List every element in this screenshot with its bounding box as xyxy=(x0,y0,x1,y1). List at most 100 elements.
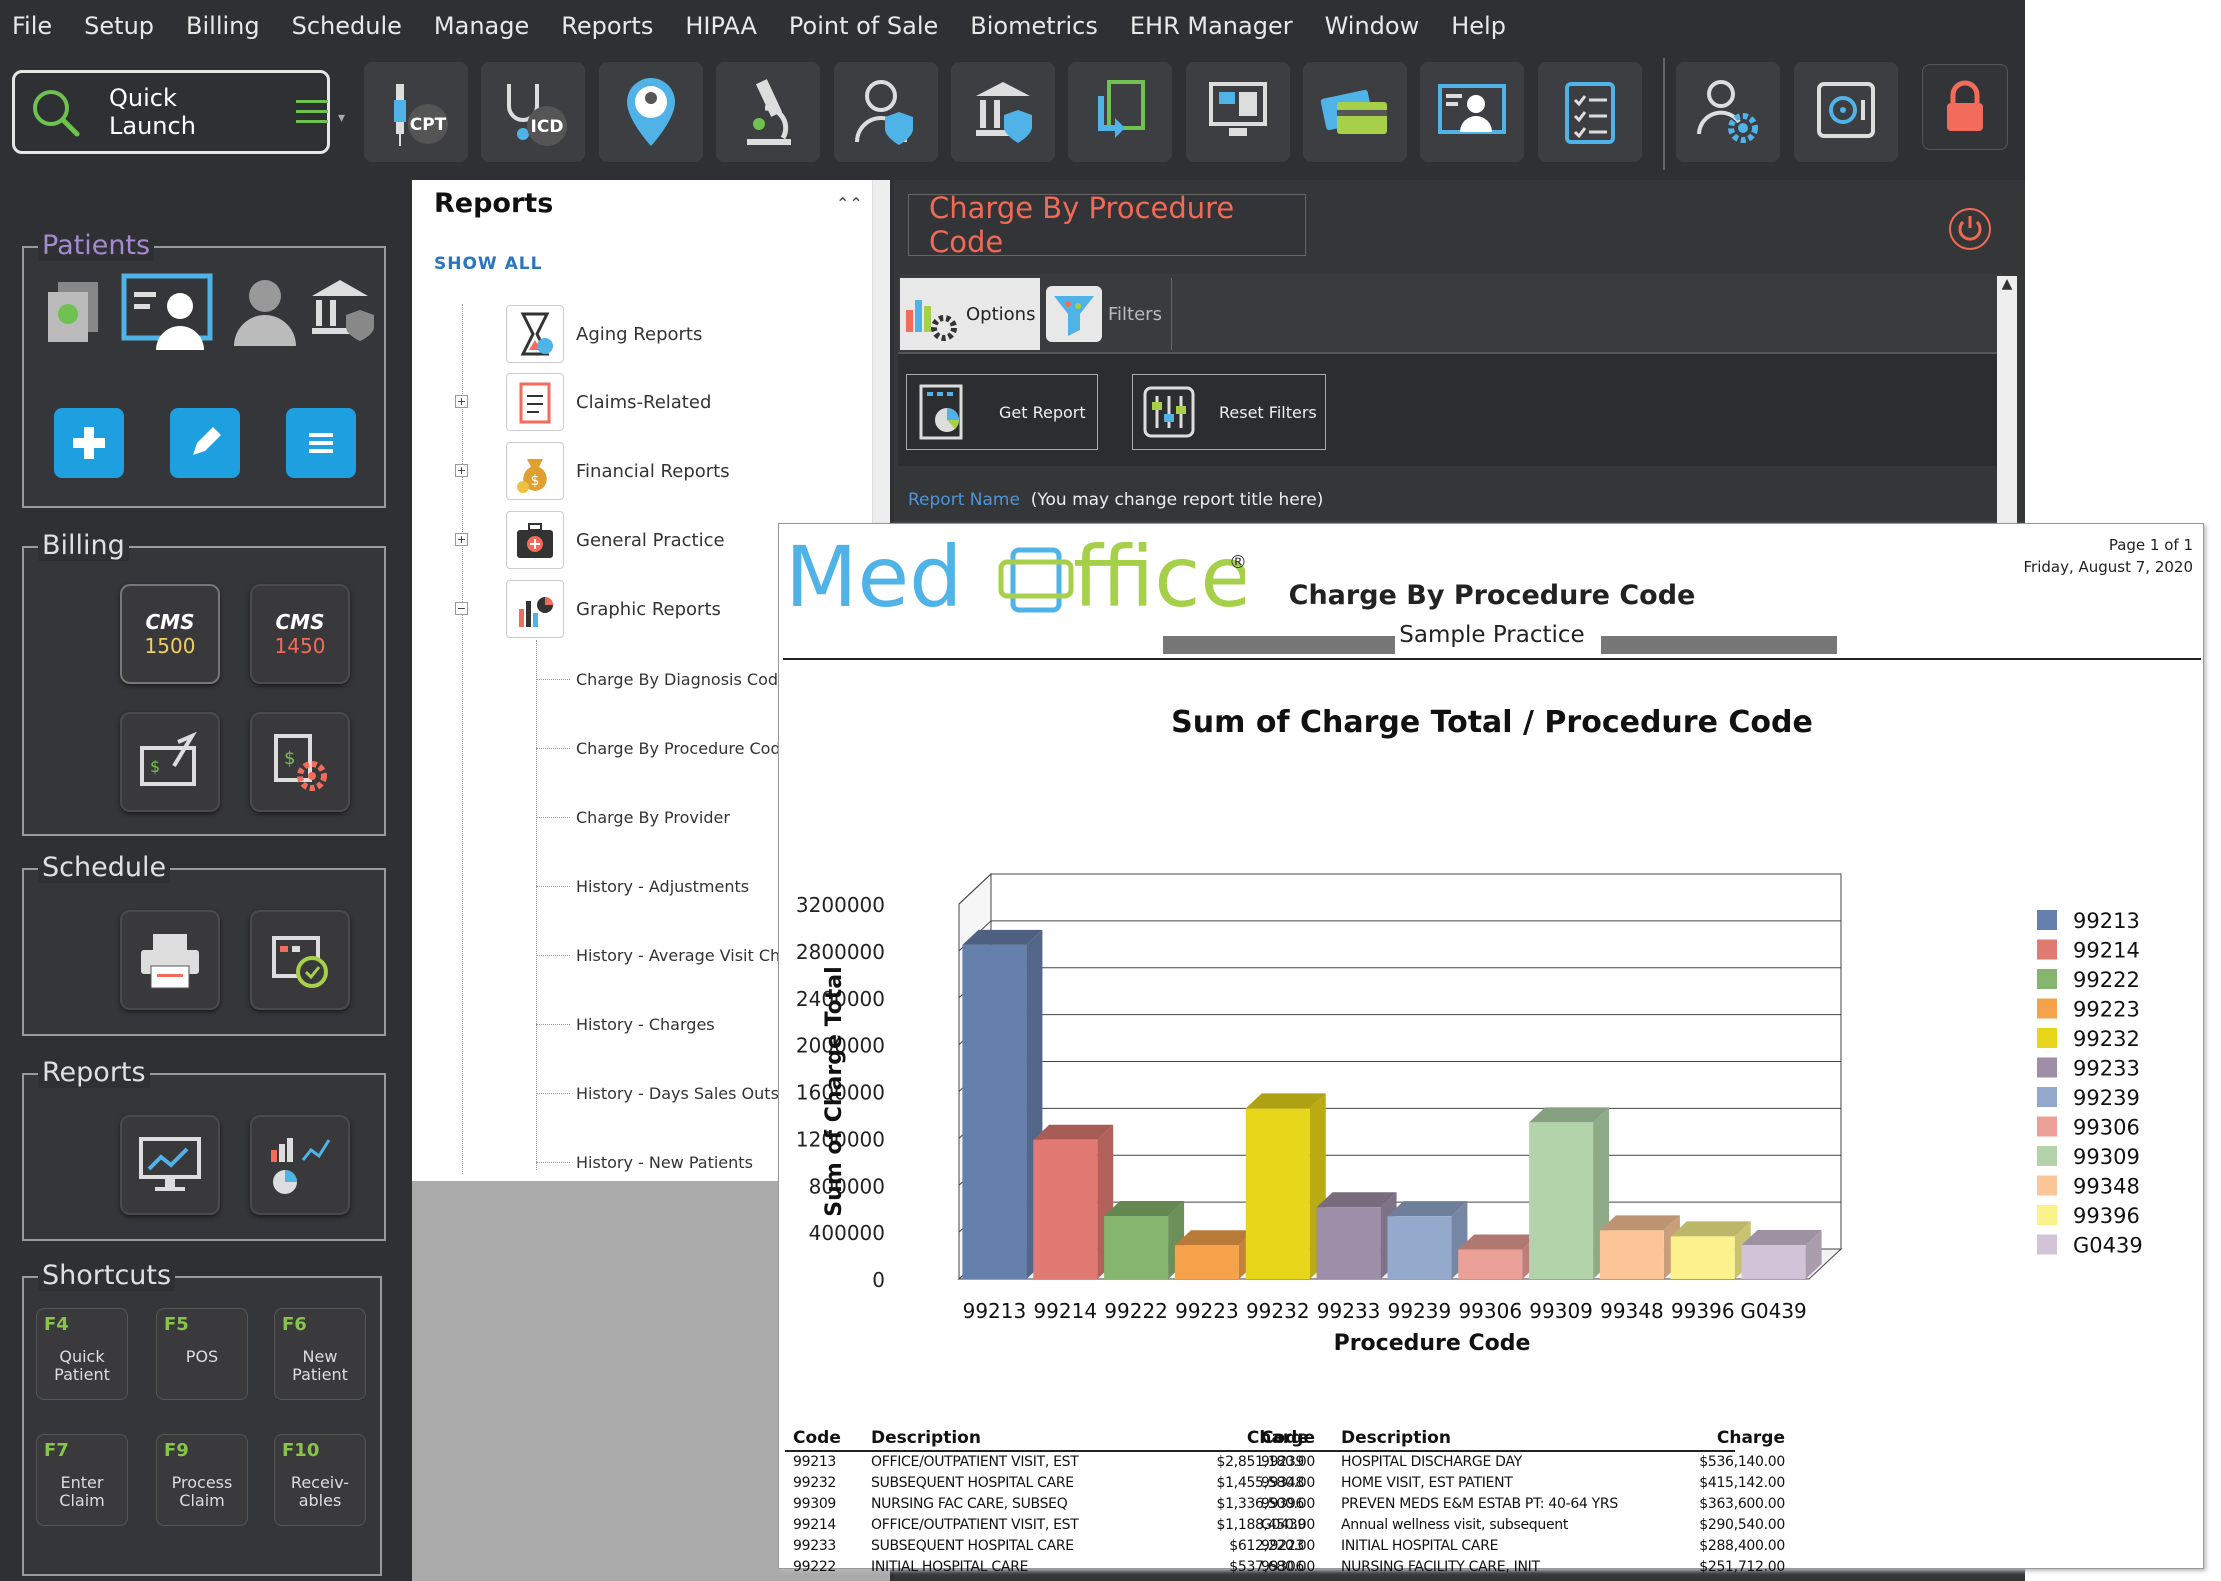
subtree-tick xyxy=(536,748,570,749)
tree-item-history-adjustments[interactable]: History - Adjustments xyxy=(576,877,750,896)
menu-window[interactable]: Window xyxy=(1324,12,1420,40)
collapse-graphic-reports[interactable]: − xyxy=(455,602,468,615)
patient-documents-icon[interactable] xyxy=(38,274,112,352)
menu-help[interactable]: Help xyxy=(1451,12,1506,40)
expand-claims-related[interactable]: + xyxy=(455,395,468,408)
cms-1500-button[interactable]: CMS 1500 xyxy=(120,584,220,684)
patient-billing-icon[interactable] xyxy=(306,270,380,348)
cpt-button[interactable]: CPT xyxy=(364,62,468,162)
tree-item-history-charges[interactable]: History - Charges xyxy=(576,1015,715,1034)
table-cell: $288,400.00 xyxy=(1699,1538,1785,1554)
show-all-link[interactable]: SHOW ALL xyxy=(434,254,543,274)
tree-item-general-practice[interactable]: General Practice xyxy=(506,510,886,570)
f6-new-patient-button[interactable]: F6 New Patient xyxy=(274,1308,366,1400)
menu-biometrics[interactable]: Biometrics xyxy=(970,12,1098,40)
toolbar-divider xyxy=(1663,58,1665,170)
patient-list-button[interactable] xyxy=(286,408,356,478)
reset-filters-button[interactable]: Reset Filters xyxy=(1132,374,1326,450)
tree-item-history-new-patients[interactable]: History - New Patients xyxy=(576,1153,753,1172)
menu-reports[interactable]: Reports xyxy=(561,12,654,40)
tree-item-charge-by-procedure[interactable]: Charge By Procedure Cod xyxy=(576,739,781,758)
patient-profile-icon[interactable] xyxy=(230,272,300,350)
y-tick-label: 1200000 xyxy=(796,1127,885,1151)
print-schedule-button[interactable] xyxy=(120,910,220,1010)
printer-icon xyxy=(141,934,199,989)
reports-monitor-button[interactable] xyxy=(120,1115,220,1215)
tree-connector xyxy=(462,304,463,1174)
checklist-button[interactable] xyxy=(1538,62,1642,162)
tab-filters[interactable]: Filters xyxy=(1044,278,1172,350)
f9-process-claim-button[interactable]: F9 Process Claim xyxy=(156,1434,248,1526)
edit-patient-button[interactable] xyxy=(170,408,240,478)
billing-settings-button[interactable]: $ xyxy=(250,712,350,812)
tree-item-financial-reports[interactable]: $ Financial Reports xyxy=(506,441,886,501)
tree-item-aging-reports[interactable]: Aging Reports xyxy=(506,304,886,364)
id-card-button[interactable] xyxy=(1420,62,1524,162)
aging-reports-label: Aging Reports xyxy=(576,323,703,345)
page-number: Page 1 of 1 xyxy=(2108,536,2193,554)
lab-button[interactable] xyxy=(716,62,820,162)
tree-item-history-average-visit[interactable]: History - Average Visit Ch xyxy=(576,946,781,965)
legend-label-99232: 99232 xyxy=(2073,1027,2140,1051)
menu-ehr-manager[interactable]: EHR Manager xyxy=(1129,12,1293,40)
menu-file[interactable]: File xyxy=(12,12,53,40)
appointment-calendar-button[interactable] xyxy=(250,910,350,1010)
f10-key-label: F10 xyxy=(282,1440,320,1461)
tab-filters-label: Filters xyxy=(1108,303,1162,325)
graphic-reports-button[interactable] xyxy=(250,1115,350,1215)
legend-swatch-99348 xyxy=(2037,1175,2057,1196)
user-settings-button[interactable] xyxy=(1676,62,1780,162)
f5-action-label: POS xyxy=(185,1347,219,1366)
user-security-button[interactable] xyxy=(834,62,938,162)
add-patient-button[interactable] xyxy=(54,408,124,478)
svg-text:Med: Med xyxy=(785,528,962,626)
shortcuts-group: Shortcuts F4 Quick Patient F5 POS F6 New Pa… xyxy=(22,1260,382,1576)
menu-schedule[interactable]: Schedule xyxy=(291,12,402,40)
location-pin-button[interactable] xyxy=(599,62,703,162)
menu-billing[interactable]: Billing xyxy=(186,12,260,40)
vault-safe-icon xyxy=(1817,82,1875,138)
payment-check-button[interactable]: $ xyxy=(120,712,220,812)
patient-card-icon[interactable] xyxy=(120,270,216,350)
expand-general-practice[interactable]: + xyxy=(455,533,468,546)
collapse-icon[interactable]: ⌃⌃ xyxy=(836,194,863,213)
table-header: Charge xyxy=(1716,1428,1785,1448)
tab-options-label: Options xyxy=(966,303,1036,325)
menu-setup[interactable]: Setup xyxy=(84,12,155,40)
tree-item-charge-by-provider[interactable]: Charge By Provider xyxy=(576,808,730,827)
power-icon[interactable] xyxy=(1949,208,1991,250)
tree-item-graphic-reports[interactable]: Graphic Reports xyxy=(506,579,886,639)
clipboard-claims-icon xyxy=(506,373,564,431)
menu-point-of-sale[interactable]: Point of Sale xyxy=(788,12,939,40)
f4-quick-patient-button[interactable]: F4 Quick Patient xyxy=(36,1308,128,1400)
expand-financial-reports[interactable]: + xyxy=(455,464,468,477)
menu-hipaa[interactable]: HIPAA xyxy=(685,12,757,40)
f10-receivables-button[interactable]: F10 Receiv-ables xyxy=(274,1434,366,1526)
tree-item-claims-related[interactable]: Claims-Related xyxy=(506,372,886,432)
tab-options[interactable]: Options xyxy=(900,278,1040,350)
x-tick-label: 99396 xyxy=(1671,1299,1735,1323)
tree-item-charge-by-diagnosis[interactable]: Charge By Diagnosis Cod xyxy=(576,670,779,689)
lock-icon xyxy=(1947,80,1983,131)
legend-swatch-99239 xyxy=(2037,1087,2057,1107)
get-report-button[interactable]: Get Report xyxy=(906,374,1098,450)
lock-button[interactable] xyxy=(1922,64,2008,150)
import-button[interactable] xyxy=(1068,62,1172,162)
dashboard-button[interactable] xyxy=(1186,62,1290,162)
safe-button[interactable] xyxy=(1794,62,1898,162)
svg-text:ffice: ffice xyxy=(1073,528,1245,626)
chevron-down-icon[interactable]: ▾ xyxy=(338,110,346,126)
scroll-up-icon[interactable]: ▲ xyxy=(2001,276,2013,292)
payment-cards-button[interactable] xyxy=(1303,62,1407,162)
icd-button[interactable]: ICD xyxy=(481,62,585,162)
menu-manage[interactable]: Manage xyxy=(433,12,530,40)
f5-pos-button[interactable]: F5 POS xyxy=(156,1308,248,1400)
cms-1450-button[interactable]: CMS 1450 xyxy=(250,584,350,684)
tree-item-history-days-sales[interactable]: History - Days Sales Outs xyxy=(576,1084,779,1103)
quick-launch-button[interactable]: Quick Launch xyxy=(12,70,330,154)
report-chart-icon xyxy=(919,384,963,440)
y-axis-label: Sum of Charge Total xyxy=(822,966,847,1216)
get-report-label: Get Report xyxy=(999,402,1086,422)
bank-button[interactable] xyxy=(951,62,1055,162)
f7-enter-claim-button[interactable]: F7 Enter Claim xyxy=(36,1434,128,1526)
